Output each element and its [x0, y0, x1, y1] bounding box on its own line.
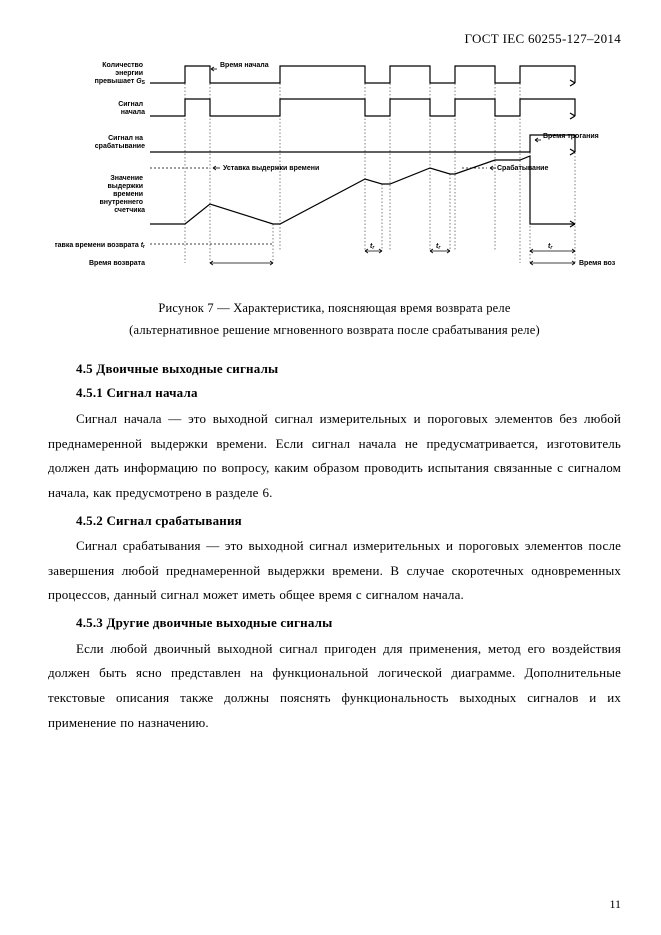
travel-time-label: Время трогания — [543, 133, 599, 140]
row1-label: Количество энергии превышает GS — [94, 62, 145, 86]
row4-label: Значение выдержки времени внутреннего сч… — [99, 175, 145, 214]
reset-time-label-left: Время возврата — [88, 260, 144, 267]
section-4-5-title: 4.5 Двоичные выходные сигналы — [48, 360, 621, 378]
row3-waveform — [150, 135, 575, 155]
start-time-label: Время начала — [220, 62, 269, 69]
start-time-arrow — [211, 67, 217, 71]
section-4-5-2-title: 4.5.2 Сигнал срабатывания — [48, 512, 621, 530]
tr3: tr — [548, 243, 553, 251]
delay-setting-label: Уставка выдержки времени — [223, 165, 319, 172]
travel-time-arrow — [535, 138, 541, 142]
tr-dimensions — [365, 249, 575, 253]
section-4-5-1-title: 4.5.1 Сигнал начала — [48, 384, 621, 402]
figure-caption: Рисунок 7 — Характеристика, поясняющая в… — [55, 300, 615, 318]
row3-label: Сигнал на срабатывание — [94, 135, 144, 150]
row2-waveform — [150, 99, 575, 119]
page-number: 11 — [609, 896, 621, 913]
reset-time-label-right: Время возврата — [579, 260, 615, 267]
reset-setting-label: Уставка времени возврата tr — [55, 242, 145, 250]
section-4-5-2-text: Сигнал срабатывания — это выходной сигна… — [48, 534, 621, 608]
section-4-5-3-title: 4.5.3 Другие двоичные выходные сигналы — [48, 614, 621, 632]
timing-diagram: Количество энергии превышает GS Время на… — [55, 56, 615, 286]
figure-7: Количество энергии превышает GS Время на… — [55, 56, 615, 340]
document-header: ГОСТ IEC 60255-127–2014 — [48, 30, 621, 48]
page: ГОСТ IEC 60255-127–2014 Количество энерг… — [0, 0, 661, 935]
section-4-5-3-text: Если любой двоичный выходной сигнал приг… — [48, 637, 621, 736]
row2-label: Сигнал начала — [118, 101, 145, 116]
operate-label: Срабатывание — [497, 164, 548, 172]
tr1: tr — [370, 243, 375, 251]
section-4-5-1-text: Сигнал начала — это выходной сигнал изме… — [48, 407, 621, 506]
tr2: tr — [436, 243, 441, 251]
figure-caption-sub: (альтернативное решение мгновенного возв… — [55, 322, 615, 340]
